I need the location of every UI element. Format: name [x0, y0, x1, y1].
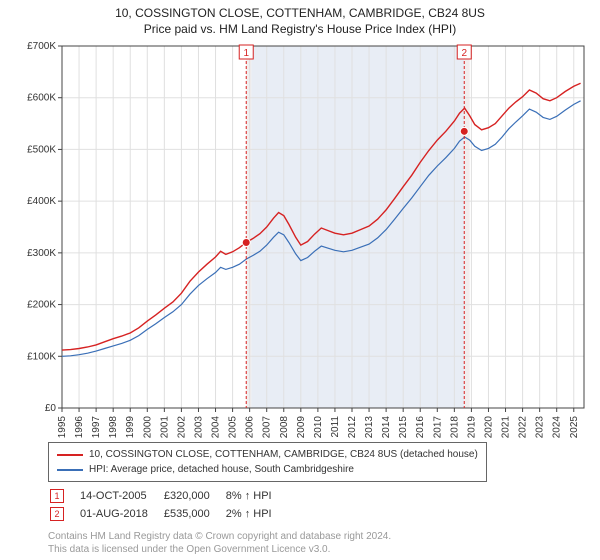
- legend-label: 10, COSSINGTON CLOSE, COTTENHAM, CAMBRID…: [89, 447, 478, 462]
- svg-text:1: 1: [243, 48, 249, 59]
- svg-text:2024: 2024: [552, 416, 563, 438]
- legend-box: 10, COSSINGTON CLOSE, COTTENHAM, CAMBRID…: [48, 442, 487, 482]
- svg-text:2013: 2013: [364, 416, 375, 438]
- svg-text:£400K: £400K: [27, 196, 56, 207]
- chart-area: £0 £100K £200K £300K £400K £500K £600K £700K 199…: [10, 40, 590, 438]
- marker-number-box: 2: [50, 507, 64, 521]
- svg-text:£200K: £200K: [27, 300, 56, 311]
- svg-text:2019: 2019: [466, 416, 477, 438]
- svg-text:£300K: £300K: [27, 248, 56, 259]
- legend-label: HPI: Average price, detached house, Sout…: [89, 462, 354, 477]
- legend-row: 10, COSSINGTON CLOSE, COTTENHAM, CAMBRID…: [57, 447, 478, 462]
- legend-swatch: [57, 454, 83, 456]
- svg-text:£0: £0: [45, 403, 57, 414]
- svg-text:2023: 2023: [535, 416, 546, 438]
- marker-delta: 2% ↑ HPI: [226, 506, 286, 522]
- svg-text:£100K: £100K: [27, 351, 56, 362]
- svg-text:2004: 2004: [211, 416, 222, 438]
- title-line-2: Price paid vs. HM Land Registry's House …: [10, 22, 590, 36]
- svg-text:2022: 2022: [518, 416, 529, 438]
- svg-text:2021: 2021: [501, 416, 512, 438]
- svg-text:2015: 2015: [398, 416, 409, 438]
- footer-line-2: This data is licensed under the Open Gov…: [48, 543, 580, 556]
- svg-text:1995: 1995: [57, 416, 68, 438]
- marker-row: 1 14-OCT-2005£320,0008% ↑ HPI: [50, 488, 286, 504]
- legend-swatch: [57, 469, 83, 471]
- marker-price: £535,000: [164, 506, 224, 522]
- svg-text:1996: 1996: [74, 416, 85, 438]
- chart-container: 10, COSSINGTON CLOSE, COTTENHAM, CAMBRID…: [0, 0, 600, 560]
- svg-text:1998: 1998: [108, 416, 119, 438]
- svg-text:2010: 2010: [313, 416, 324, 438]
- svg-text:2025: 2025: [569, 416, 580, 438]
- title-line-1: 10, COSSINGTON CLOSE, COTTENHAM, CAMBRID…: [10, 6, 590, 20]
- svg-text:2003: 2003: [193, 416, 204, 438]
- svg-text:£500K: £500K: [27, 144, 56, 155]
- footer-line-1: Contains HM Land Registry data © Crown c…: [48, 530, 580, 543]
- legend-row: HPI: Average price, detached house, Sout…: [57, 462, 478, 477]
- svg-text:2002: 2002: [176, 416, 187, 438]
- svg-text:2017: 2017: [432, 416, 443, 438]
- svg-text:2012: 2012: [347, 416, 358, 438]
- svg-text:1997: 1997: [91, 416, 102, 438]
- markers-table: 1 14-OCT-2005£320,0008% ↑ HPI 2 01-AUG-2018…: [48, 486, 288, 524]
- marker-price: £320,000: [164, 488, 224, 504]
- svg-text:1999: 1999: [125, 416, 136, 438]
- svg-text:2005: 2005: [228, 416, 239, 438]
- price-chart-svg: £0 £100K £200K £300K £400K £500K £600K £700K 199…: [10, 40, 590, 438]
- svg-text:2014: 2014: [381, 416, 392, 438]
- footer-attribution: Contains HM Land Registry data © Crown c…: [48, 530, 580, 556]
- svg-text:2: 2: [461, 48, 467, 59]
- svg-text:£700K: £700K: [27, 41, 56, 52]
- svg-text:2020: 2020: [483, 416, 494, 438]
- svg-text:2007: 2007: [262, 416, 273, 438]
- marker-delta: 8% ↑ HPI: [226, 488, 286, 504]
- svg-text:2018: 2018: [449, 416, 460, 438]
- svg-text:2008: 2008: [279, 416, 290, 438]
- svg-text:2001: 2001: [159, 416, 170, 438]
- marker-date: 14-OCT-2005: [80, 488, 162, 504]
- svg-text:2011: 2011: [330, 416, 341, 438]
- svg-text:2000: 2000: [142, 416, 153, 438]
- svg-text:2009: 2009: [296, 416, 307, 438]
- marker-number-box: 1: [50, 489, 64, 503]
- svg-text:2006: 2006: [245, 416, 256, 438]
- marker-row: 2 01-AUG-2018£535,0002% ↑ HPI: [50, 506, 286, 522]
- svg-text:£600K: £600K: [27, 93, 56, 104]
- svg-text:2016: 2016: [415, 416, 426, 438]
- marker-date: 01-AUG-2018: [80, 506, 162, 522]
- title-block: 10, COSSINGTON CLOSE, COTTENHAM, CAMBRID…: [10, 6, 590, 36]
